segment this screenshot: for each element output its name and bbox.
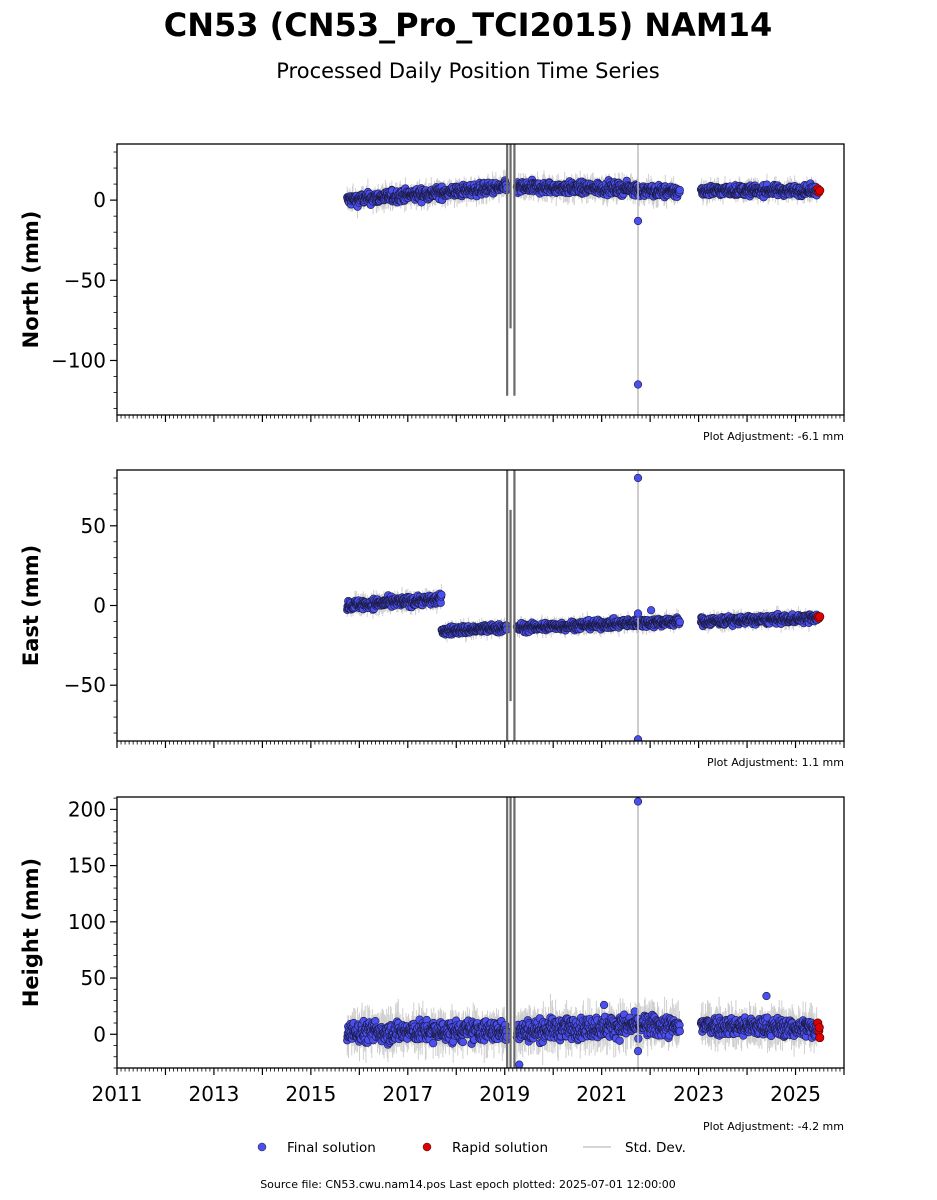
figure-subtitle: Processed Daily Position Time Series: [276, 59, 660, 83]
panels-group: 0 −50 −100 North (mm) Plot Adjustment: -6.1 …: [19, 143, 845, 1133]
plot-adjustment-label: Plot Adjustment: 1.1 mm: [707, 756, 844, 769]
y-tick-label: 0: [93, 594, 106, 618]
panel-east: 50 0 −50 East (mm) Plot Adjustment: 1.1 mm: [19, 469, 845, 769]
outlier-point: [647, 606, 656, 615]
y-tick-label: −100: [51, 348, 106, 372]
y-tick-label: −50: [64, 673, 106, 697]
rapid-solution-point: [815, 186, 825, 196]
y-axis-label: East (mm): [19, 545, 43, 666]
plot-area: [343, 144, 825, 415]
y-tick-label: 0: [93, 188, 106, 212]
final-solution-point: [675, 186, 684, 195]
final-solution-points: [343, 589, 822, 639]
axes-frame: [116, 469, 845, 742]
y-axis-label: North (mm): [19, 211, 43, 349]
outlier-point: [633, 735, 643, 741]
y-tick-label: −50: [64, 268, 106, 292]
outlier-point: [633, 609, 643, 618]
rapid-solution-point: [815, 612, 825, 622]
final-solution-points: [343, 175, 822, 211]
y-axis: 50 0 −50: [64, 477, 117, 734]
plot-area: [343, 470, 825, 741]
final-solution-point: [675, 617, 684, 627]
outlier-point: [633, 473, 643, 483]
figure-title: CN53 (CN53_Pro_TCI2015) NAM14: [164, 6, 773, 44]
outlier-point: [633, 216, 643, 226]
panel-north: 0 −50 −100 North (mm) Plot Adjustment: -6.1 …: [19, 143, 845, 443]
y-tick-label: 50: [81, 514, 106, 538]
plot-adjustment-label: Plot Adjustment: -6.1 mm: [703, 430, 844, 443]
plot-area: [343, 797, 825, 1068]
y-axis: 0 −50 −100: [51, 151, 117, 409]
final-solution-point: [437, 590, 446, 599]
outlier-point: [633, 380, 643, 389]
